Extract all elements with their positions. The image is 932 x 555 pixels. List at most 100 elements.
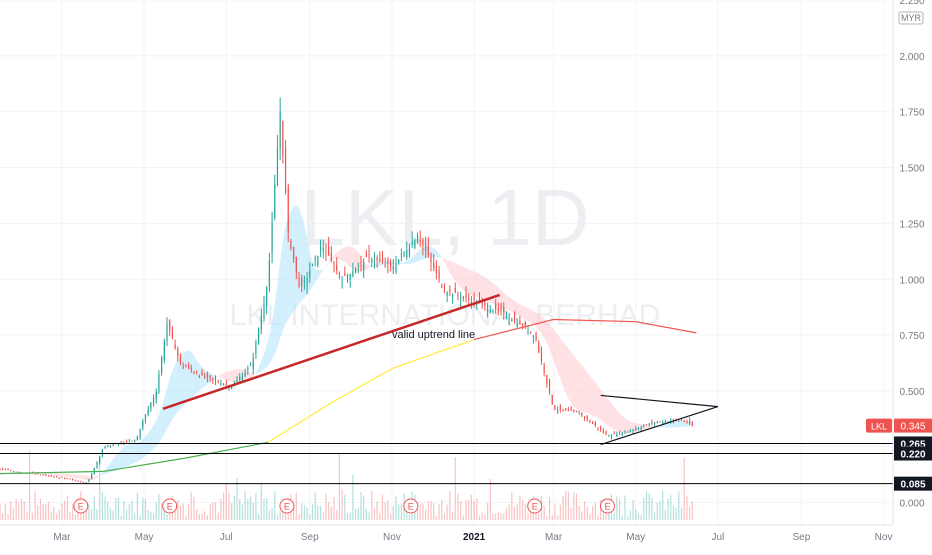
candle-body [45, 475, 46, 476]
ma-cloud-segment [594, 381, 595, 417]
volume-bar [646, 491, 647, 520]
candle-body [622, 433, 623, 435]
ma-cloud-segment [471, 270, 472, 296]
ma-cloud-segment [586, 371, 587, 414]
volume-bar [449, 491, 450, 520]
ma-cloud-segment [218, 375, 219, 377]
volume-bar [568, 492, 569, 520]
candle-body [269, 261, 270, 287]
ma-cloud-segment [520, 304, 521, 317]
ma-cloud-segment [467, 269, 468, 295]
candle-body [153, 397, 154, 404]
ma-cloud-segment [461, 266, 462, 289]
candle-body [298, 278, 299, 286]
candle-body [678, 420, 679, 421]
candle-body [366, 254, 367, 257]
volume-bar [34, 491, 35, 520]
ma-cloud-segment [435, 249, 436, 257]
candle-body [212, 378, 213, 380]
volume-bar [498, 512, 499, 520]
ma-cloud-segment [598, 386, 599, 419]
volume-bar [96, 509, 97, 520]
candle-body [309, 271, 310, 277]
ma-cloud-segment [74, 474, 75, 478]
ma-cloud-segment [368, 265, 369, 269]
volume-bar [53, 507, 54, 520]
ma-cloud-segment [225, 372, 226, 380]
candle-body [172, 327, 173, 338]
volume-bar [474, 501, 475, 520]
x-tick-label: Jul [220, 532, 233, 543]
volume-bar [118, 497, 119, 520]
volume-bar [401, 505, 402, 520]
volume-bar [554, 504, 555, 520]
ma-cloud-segment [677, 421, 678, 427]
ma-cloud-segment [552, 328, 553, 361]
volume-bar [298, 514, 299, 520]
volume-bar [115, 498, 116, 520]
volume-bar [441, 500, 442, 520]
candle-body [657, 422, 658, 423]
candle-body [393, 267, 394, 269]
ma-cloud-segment [576, 359, 577, 410]
volume-bar [228, 493, 229, 520]
volume-bar [271, 508, 272, 520]
candle-body [638, 428, 639, 430]
ma-cloud-segment [144, 436, 145, 457]
volume-bar [546, 516, 547, 520]
candle-body [455, 288, 456, 293]
ma-cloud-segment [279, 262, 280, 343]
candle-body [530, 331, 531, 332]
ma-cloud-segment [171, 371, 172, 422]
volume-bar [309, 514, 310, 520]
ma-cloud-segment [255, 373, 256, 375]
ma-cloud-segment [485, 277, 486, 301]
ma-cloud-segment [463, 267, 464, 291]
ma-cloud-segment [194, 356, 195, 396]
volume-bar [430, 501, 431, 520]
candle-body [180, 354, 181, 364]
volume-bar [263, 499, 264, 520]
ma-cloud-segment [517, 302, 518, 315]
candle-body [34, 474, 35, 475]
volume-bar [37, 505, 38, 520]
volume-bar [506, 508, 507, 520]
candle-body [271, 221, 272, 253]
ma-cloud-segment [574, 355, 575, 408]
ma-cloud-segment [540, 315, 541, 333]
ma-cloud-segment [676, 422, 677, 428]
volume-bar [137, 493, 138, 520]
candle-body [88, 479, 89, 481]
volume-bar [350, 513, 351, 520]
volume-bar [131, 501, 132, 520]
volume-bar [624, 495, 625, 520]
ma-cloud-segment [78, 475, 79, 479]
ma-cloud-segment [628, 420, 629, 433]
volume-bar [457, 494, 458, 520]
candle-body [600, 427, 601, 430]
volume-bar [409, 515, 410, 520]
ma-cloud-segment [365, 262, 366, 270]
ma-cloud-segment [57, 473, 58, 475]
volume-bar [500, 513, 501, 520]
volume-bar [5, 504, 6, 520]
ma-cloud-segment [77, 475, 78, 479]
candle-body [689, 420, 690, 423]
ma-cloud-segment [550, 324, 551, 353]
volume-bar [557, 516, 558, 520]
candle-body [331, 253, 332, 260]
candle-body [498, 308, 499, 311]
candle-body [161, 357, 162, 373]
ma-cloud-segment [121, 448, 122, 468]
ma-cloud-segment [339, 249, 340, 259]
ma-cloud-segment [317, 269, 318, 280]
volume-bar [261, 483, 262, 520]
candle-body [387, 259, 388, 264]
ma-cloud-segment [343, 248, 344, 263]
candle-body [463, 297, 464, 298]
candle-body [134, 440, 135, 441]
ma-cloud-segment [531, 310, 532, 324]
volume-bar [328, 502, 329, 520]
ma-cloud-segment [120, 450, 121, 469]
